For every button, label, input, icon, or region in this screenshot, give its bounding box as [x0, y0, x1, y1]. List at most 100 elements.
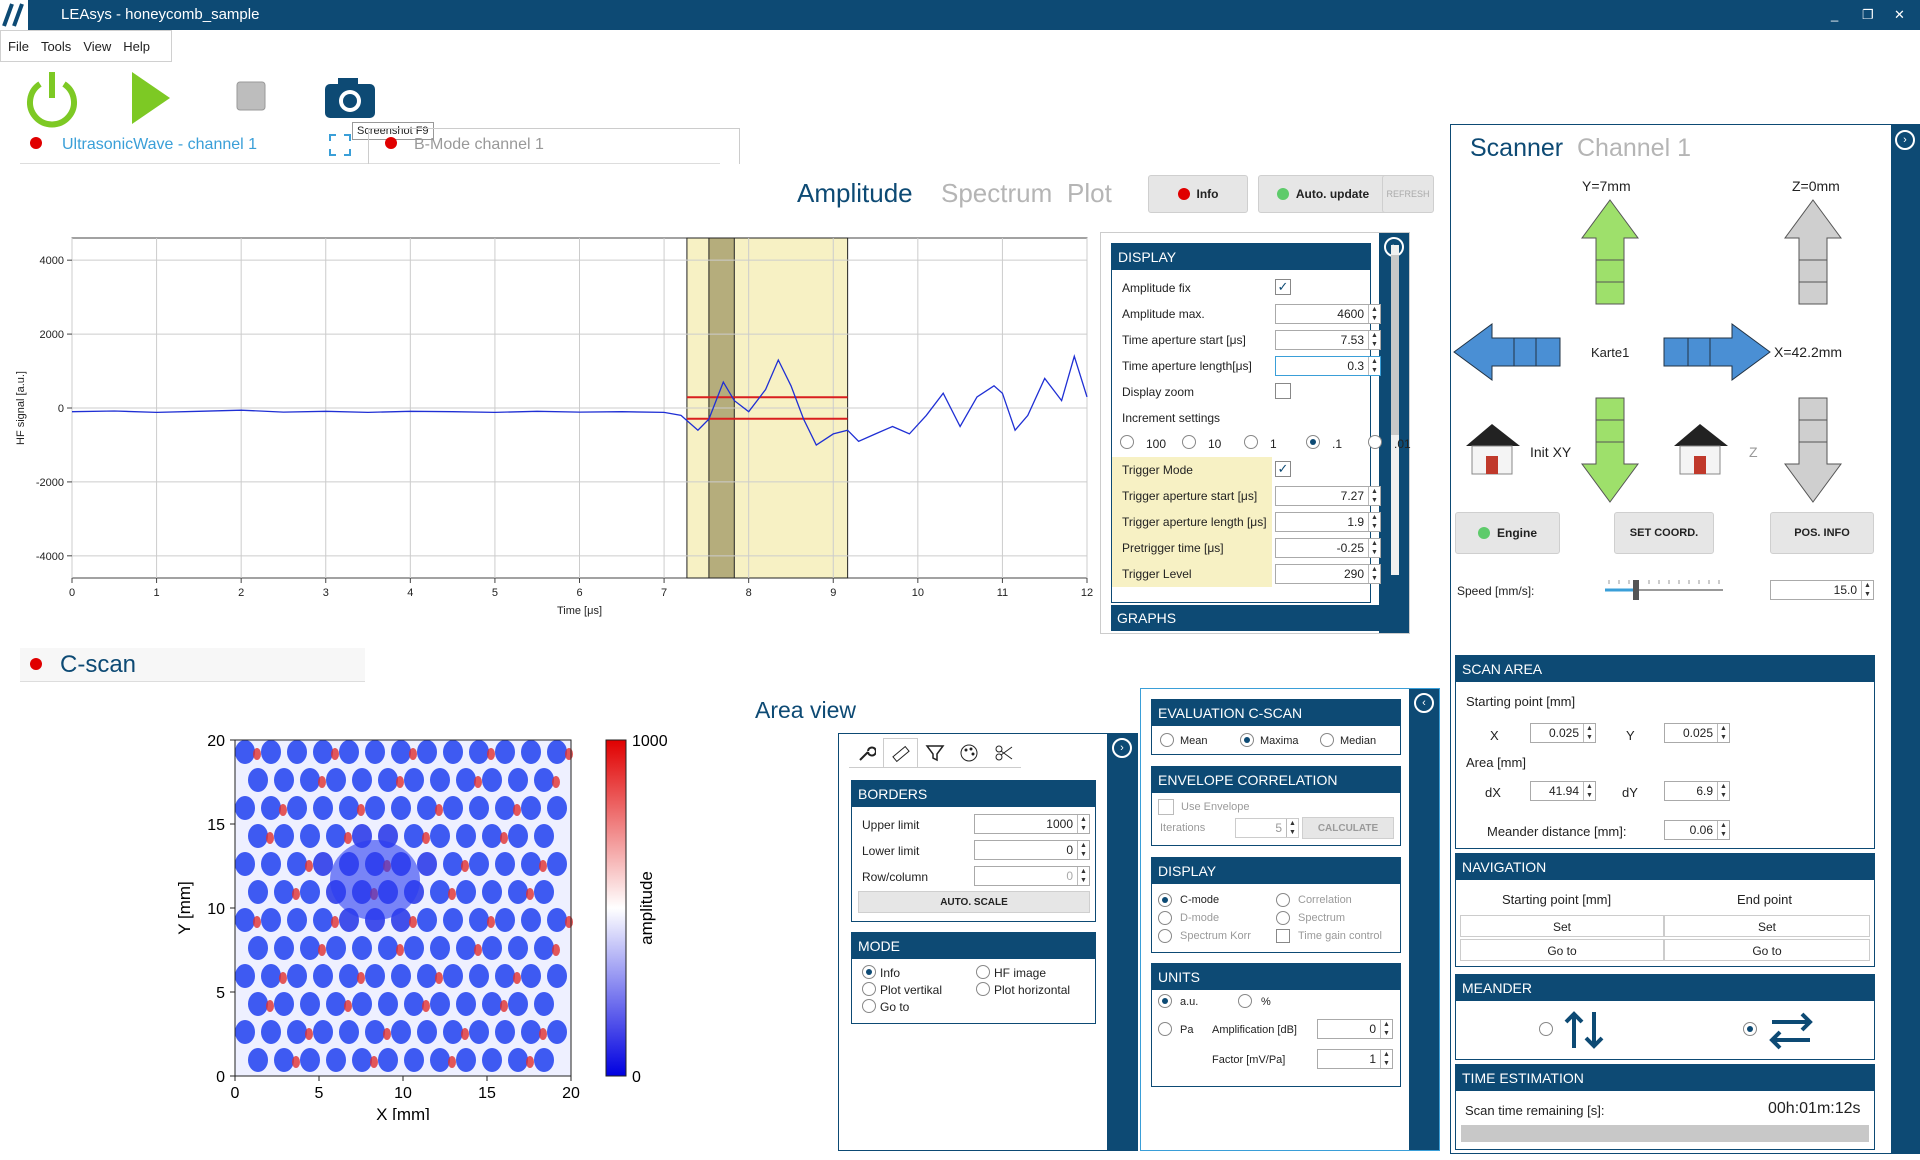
- menu-help[interactable]: Help: [123, 39, 151, 54]
- collapse-icon[interactable]: ‹: [1414, 693, 1434, 713]
- camera-icon[interactable]: [322, 68, 382, 128]
- minimize-button[interactable]: _: [1831, 7, 1839, 22]
- dx-stepper[interactable]: 41.94 ▲ ▼: [1530, 781, 1596, 801]
- home-z-icon[interactable]: [1670, 420, 1732, 478]
- setting-stepper[interactable]: 0.3 ▲ ▼: [1275, 356, 1381, 376]
- unit-percent-radio[interactable]: [1238, 994, 1252, 1011]
- goto-end-button[interactable]: Go to: [1664, 939, 1870, 961]
- menu-view[interactable]: View: [83, 39, 112, 54]
- setting-checkbox[interactable]: ✓: [1275, 461, 1291, 477]
- menu-file[interactable]: File: [8, 39, 29, 54]
- x-right-arrow-icon[interactable]: [1662, 322, 1772, 382]
- iterations-stepper[interactable]: 5 ▲ ▼: [1235, 818, 1299, 838]
- unit-pa-radio[interactable]: [1158, 1022, 1172, 1039]
- increment-radio[interactable]: [1244, 435, 1258, 452]
- increment-radio[interactable]: [1368, 435, 1382, 452]
- setting-checkbox[interactable]: ✓: [1275, 279, 1291, 295]
- auto-update-button[interactable]: Auto. update: [1258, 175, 1388, 213]
- increment-radio[interactable]: [1306, 435, 1320, 452]
- increment-radio[interactable]: [1182, 435, 1196, 452]
- border-stepper[interactable]: 1000 ▲ ▼: [974, 814, 1090, 834]
- mode-radio[interactable]: [976, 982, 990, 999]
- mode-radio[interactable]: [976, 965, 990, 982]
- factor-stepper[interactable]: 1 ▲ ▼: [1317, 1049, 1393, 1069]
- mode-radio[interactable]: [862, 982, 876, 999]
- display-mode-option[interactable]: [1158, 929, 1172, 946]
- z-down-arrow-icon[interactable]: [1783, 396, 1843, 504]
- x-left-arrow-icon[interactable]: [1452, 322, 1562, 382]
- mode-radio[interactable]: [862, 999, 876, 1016]
- border-stepper[interactable]: 0 ▲ ▼: [974, 866, 1090, 886]
- display-mode-option[interactable]: [1158, 911, 1172, 928]
- engine-button[interactable]: Engine: [1455, 512, 1560, 554]
- pos-info-button[interactable]: POS. INFO: [1770, 512, 1874, 554]
- filter-icon[interactable]: [918, 738, 952, 767]
- speed-stepper[interactable]: 15.0 ▲ ▼: [1770, 580, 1874, 600]
- wrench-icon[interactable]: [849, 738, 883, 767]
- view-plot[interactable]: Plot: [1067, 178, 1112, 208]
- expand-icon[interactable]: [327, 132, 353, 158]
- set-end-button[interactable]: Set: [1664, 915, 1870, 937]
- mode-radio[interactable]: [862, 965, 876, 982]
- auto-scale-button[interactable]: AUTO. SCALE: [858, 891, 1090, 913]
- palette-icon[interactable]: [952, 738, 986, 767]
- y-down-arrow-icon[interactable]: [1580, 396, 1640, 504]
- unit-au-radio[interactable]: [1158, 994, 1172, 1011]
- meander-distance-stepper[interactable]: 0.06 ▲ ▼: [1664, 820, 1730, 840]
- setting-stepper[interactable]: 7.27 ▲ ▼: [1275, 486, 1381, 506]
- collapse-icon[interactable]: ›: [1895, 130, 1915, 150]
- home-xy-icon[interactable]: [1462, 420, 1524, 478]
- start-y-stepper[interactable]: 0.025 ▲ ▼: [1664, 723, 1730, 743]
- tab-scanner[interactable]: Scanner: [1470, 134, 1564, 162]
- eval-radio[interactable]: [1320, 733, 1334, 750]
- ascan-chart[interactable]: 0 1 2 3 4 5 6 7 8 9 10 11 12400020000-2000-4000Time …: [10, 230, 1100, 630]
- graphs-section[interactable]: GRAPHS: [1111, 605, 1387, 631]
- cscan-chart[interactable]: 0 5 10 15 20 20 15 10 5 0 X [mm] Y [mm] 1000 0 amplitu…: [160, 720, 720, 1120]
- stop-icon[interactable]: [223, 68, 283, 128]
- y-up-arrow-icon[interactable]: [1580, 198, 1640, 306]
- setting-stepper[interactable]: 290 ▲ ▼: [1275, 564, 1381, 584]
- tab-ultrasonic-wave[interactable]: UltrasonicWave - channel 1: [62, 136, 258, 153]
- setting-stepper[interactable]: -0.25 ▲ ▼: [1275, 538, 1381, 558]
- goto-start-button[interactable]: Go to: [1460, 939, 1664, 961]
- setting-stepper[interactable]: 4600 ▲ ▼: [1275, 304, 1381, 324]
- z-up-arrow-icon[interactable]: [1783, 198, 1843, 306]
- display-mode-option[interactable]: [1276, 911, 1290, 928]
- display-mode-option[interactable]: [1158, 893, 1172, 910]
- dy-stepper[interactable]: 6.9 ▲ ▼: [1664, 781, 1730, 801]
- scrollbar[interactable]: [1391, 245, 1399, 575]
- set-coord-button[interactable]: SET COORD.: [1614, 512, 1714, 554]
- info-button[interactable]: Info: [1148, 175, 1248, 213]
- collapse-icon[interactable]: ›: [1112, 738, 1132, 758]
- calculate-button[interactable]: CALCULATE: [1302, 817, 1394, 839]
- maximize-button[interactable]: ❐: [1862, 7, 1874, 22]
- view-spectrum[interactable]: Spectrum: [941, 178, 1053, 208]
- setting-stepper[interactable]: 1.9 ▲ ▼: [1275, 512, 1381, 532]
- eval-radio[interactable]: [1160, 733, 1174, 750]
- display-mode-option[interactable]: [1276, 893, 1290, 910]
- ruler-icon[interactable]: [883, 738, 918, 767]
- increment-radio[interactable]: [1120, 435, 1134, 452]
- meander-horizontal-radio[interactable]: [1743, 1022, 1757, 1039]
- scissors-icon[interactable]: [987, 738, 1021, 767]
- view-amplitude[interactable]: Amplitude: [797, 178, 913, 208]
- start-x-stepper[interactable]: 0.025 ▲ ▼: [1530, 723, 1596, 743]
- refresh-button[interactable]: REFRESH: [1382, 175, 1434, 213]
- close-button[interactable]: ✕: [1894, 7, 1905, 22]
- border-stepper[interactable]: 0 ▲ ▼: [974, 840, 1090, 860]
- power-icon[interactable]: [22, 68, 82, 128]
- display-mode-option[interactable]: [1276, 929, 1290, 946]
- set-start-button[interactable]: Set: [1460, 915, 1664, 937]
- amplification-stepper[interactable]: 0 ▲ ▼: [1317, 1019, 1393, 1039]
- setting-checkbox[interactable]: [1275, 383, 1291, 402]
- eval-radio[interactable]: [1240, 733, 1254, 750]
- setting-stepper[interactable]: 7.53 ▲ ▼: [1275, 330, 1381, 350]
- use-envelope-checkbox[interactable]: [1158, 799, 1174, 818]
- tab-cscan[interactable]: C-scan: [60, 651, 137, 678]
- play-icon[interactable]: [118, 68, 178, 128]
- view-area[interactable]: Area view: [755, 697, 856, 723]
- tab-b-mode[interactable]: B-Mode channel 1: [414, 136, 544, 153]
- tab-channel[interactable]: Channel 1: [1577, 134, 1691, 162]
- speed-slider[interactable]: [1605, 578, 1723, 602]
- menu-tools[interactable]: Tools: [40, 39, 72, 54]
